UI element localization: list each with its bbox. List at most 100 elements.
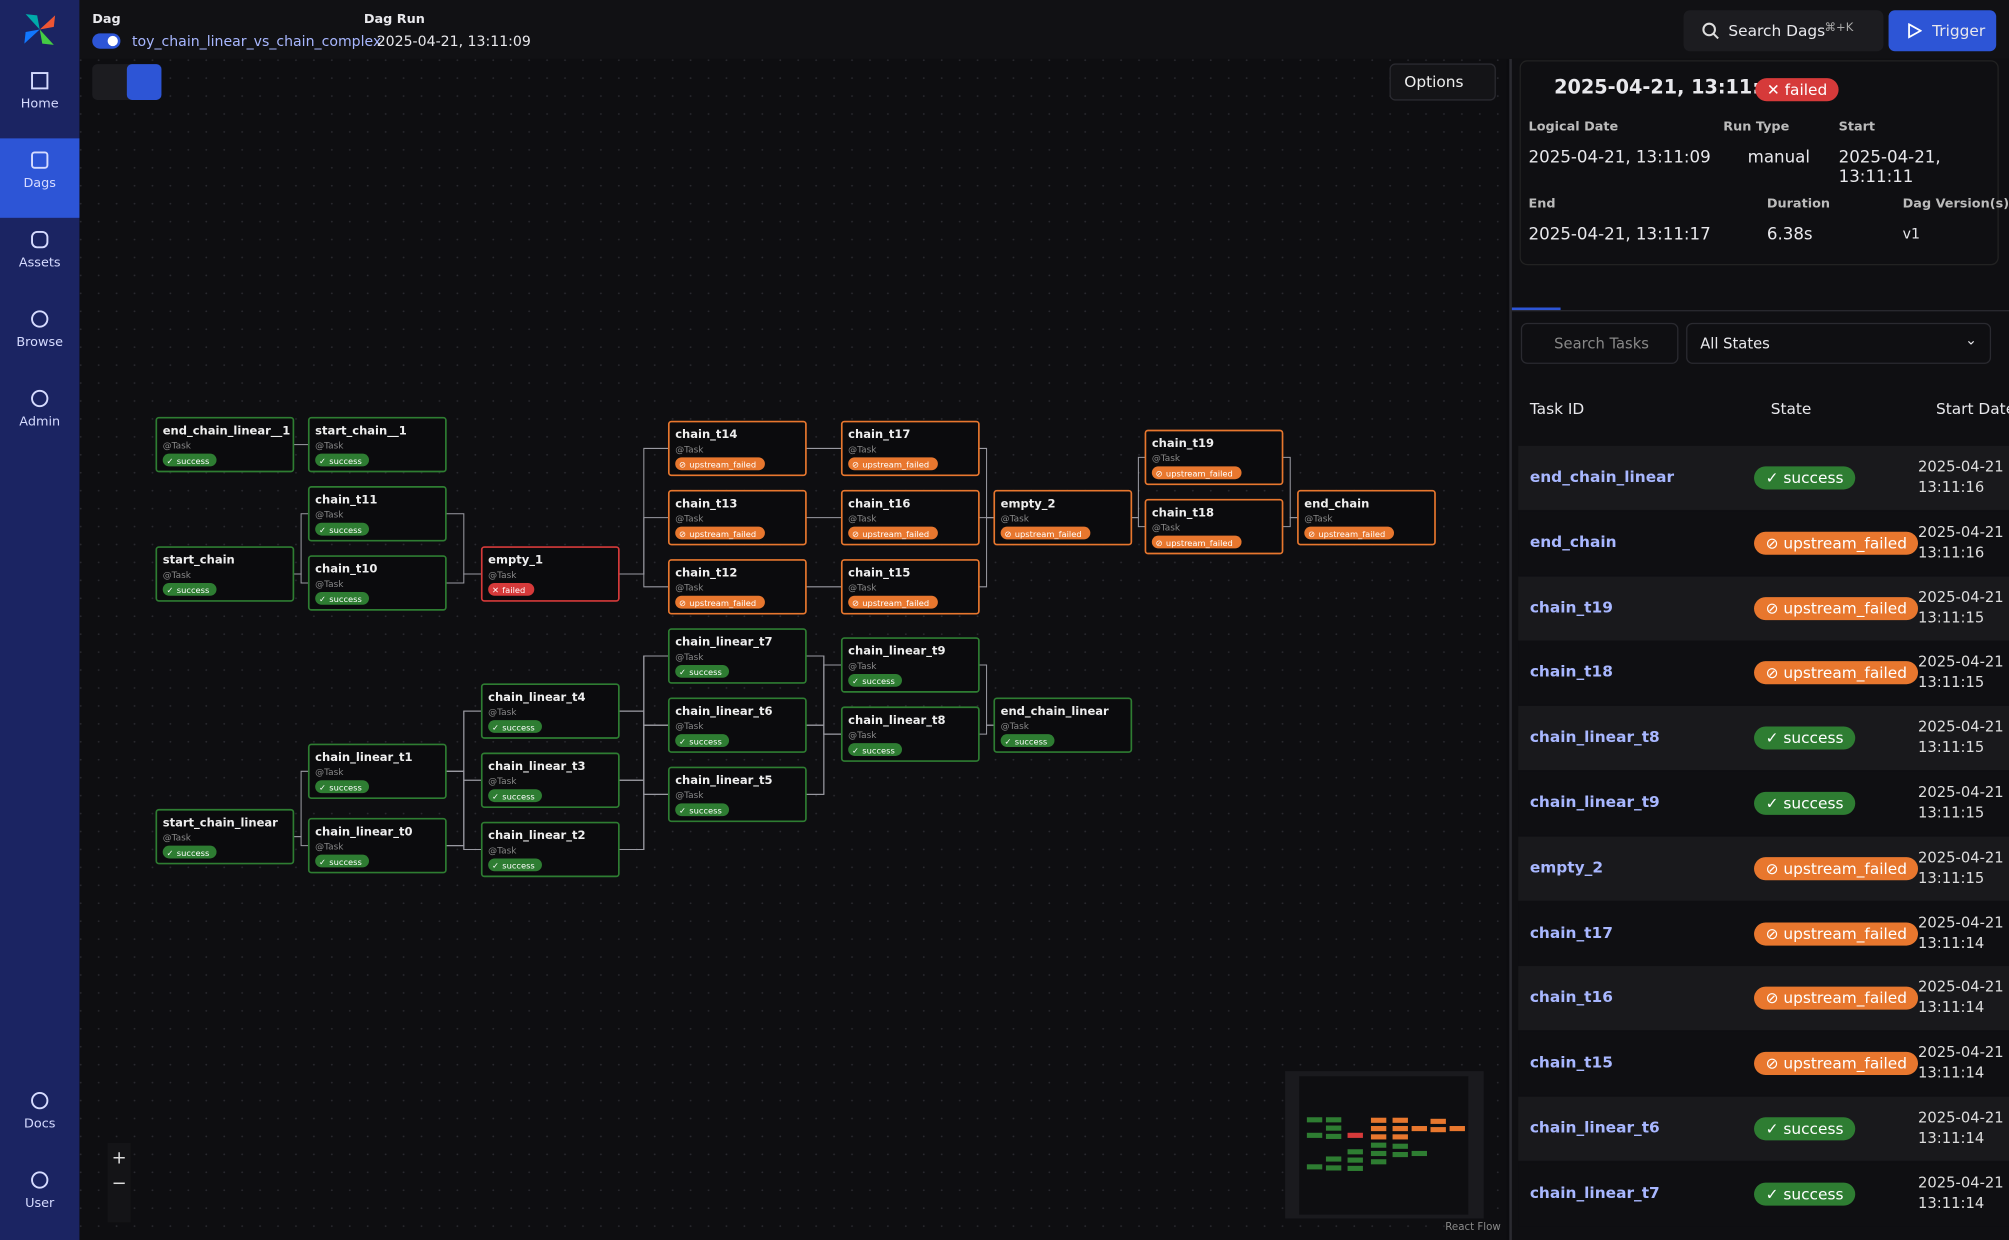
- task-id[interactable]: empty_2: [1529, 858, 1604, 877]
- node-operator: @Task: [1304, 514, 1333, 524]
- minimap-node: [1370, 1126, 1387, 1132]
- task-node[interactable]: start_chain @Task ✓ success: [155, 546, 295, 602]
- toggle[interactable]: [92, 33, 121, 49]
- task-node[interactable]: empty_2 @Task ⊘ upstream_failed: [993, 489, 1133, 546]
- task-node[interactable]: chain_linear_t6 @Task ✓ success: [667, 697, 807, 753]
- task-node[interactable]: end_chain @Task ⊘ upstream_failed: [1297, 489, 1436, 546]
- state-filter[interactable]: All States ⌄: [1686, 322, 1992, 364]
- zoom-in[interactable]: +: [112, 1147, 127, 1168]
- dag-link[interactable]: toy_chain_linear_vs_chain_complex: [131, 33, 382, 50]
- task-node[interactable]: chain_linear_t9 @Task ✓ success: [840, 637, 980, 693]
- node-state-icon: ✓: [1005, 736, 1012, 746]
- task-node[interactable]: end_chain_linear__1 @Task ✓ success: [155, 416, 295, 473]
- task-node[interactable]: chain_t11 @Task ✓ success: [307, 486, 447, 542]
- task-node[interactable]: chain_linear_t5 @Task ✓ success: [667, 766, 807, 823]
- nav-item[interactable]: Admin: [0, 377, 79, 456]
- nav-item[interactable]: User: [0, 1158, 79, 1237]
- task-row[interactable]: end_chain_linear success 2025-04-21 13:11:…: [1518, 445, 2009, 510]
- task-node[interactable]: chain_linear_t7 @Task ✓ success: [667, 628, 807, 684]
- nav-label: Docs: [24, 1117, 56, 1132]
- task-id[interactable]: chain_t18: [1529, 662, 1613, 681]
- task-row[interactable]: chain_linear_t8 success 2025-04-21 13:11:1…: [1518, 706, 2009, 771]
- task-node[interactable]: chain_linear_t0 @Task ✓ success: [307, 817, 447, 874]
- nav-label: Assets: [18, 256, 61, 271]
- task-node[interactable]: chain_t15 @Task ⊘ upstream_failed: [840, 559, 980, 615]
- task-id[interactable]: chain_t16: [1529, 988, 1613, 1007]
- task-id[interactable]: chain_t19: [1529, 597, 1613, 616]
- task-node[interactable]: chain_t19 @Task ⊘ upstream_failed: [1144, 429, 1284, 486]
- task-node[interactable]: chain_linear_t8 @Task ✓ success: [840, 706, 980, 762]
- task-id[interactable]: chain_t15: [1529, 1053, 1613, 1072]
- task-state-badge: upstream_failed: [1754, 921, 1919, 946]
- task-search[interactable]: Search Tasks: [1520, 322, 1679, 364]
- node-state-icon: ✓: [492, 861, 499, 871]
- task-state: success: [1754, 1115, 1856, 1141]
- options-button[interactable]: [1389, 63, 1496, 101]
- task-node[interactable]: chain_t16 @Task ⊘ upstream_failed: [840, 489, 980, 546]
- zoom-controls[interactable]: [107, 1142, 131, 1223]
- task-node[interactable]: chain_linear_t4 @Task ✓ success: [480, 683, 620, 739]
- task-id[interactable]: chain_linear_t7: [1529, 1183, 1660, 1202]
- task-node[interactable]: start_chain_linear @Task ✓ success: [155, 808, 295, 865]
- node-label: chain_linear_t9: [848, 644, 945, 659]
- node-state: success: [502, 722, 535, 732]
- nav-item[interactable]: Home: [0, 59, 79, 138]
- task-node[interactable]: chain_linear_t2 @Task ✓ success: [480, 821, 620, 878]
- node-label: chain_t19: [1152, 436, 1214, 451]
- minimap-node: [1392, 1134, 1408, 1140]
- node-operator: @Task: [163, 571, 192, 581]
- node-state-badge: [675, 803, 730, 817]
- node-state-icon: ⊘: [1156, 469, 1163, 479]
- task-node[interactable]: chain_t13 @Task ⊘ upstream_failed: [667, 489, 807, 546]
- search-text: Search Dags: [1728, 21, 1826, 40]
- task-start: 2025-04-21 13:11:14: [1918, 978, 2004, 1017]
- node-state-icon: ⊘: [852, 460, 859, 470]
- zoom-out[interactable]: −: [112, 1173, 127, 1194]
- task-node[interactable]: chain_t10 @Task ✓ success: [307, 555, 447, 611]
- task-node[interactable]: chain_t17 @Task ⊘ upstream_failed: [840, 420, 980, 477]
- task-node[interactable]: empty_1 @Task ✕ failed: [480, 546, 620, 602]
- nav-item[interactable]: Docs: [0, 1079, 79, 1158]
- task-id[interactable]: chain_t17: [1529, 923, 1613, 942]
- node-label: start_chain__1: [315, 423, 407, 438]
- graph-canvas[interactable]: Options React Flow + − end_chain_linear_…: [79, 58, 1507, 1240]
- task-node[interactable]: chain_linear_t1 @Task ✓ success: [307, 743, 447, 800]
- node-label: chain_linear_t5: [675, 773, 772, 788]
- node-operator: @Task: [848, 731, 877, 741]
- task-node[interactable]: chain_t12 @Task ⊘ upstream_failed: [667, 559, 807, 615]
- task-row[interactable]: chain_linear_t9 success 2025-04-21 13:11:1…: [1518, 771, 2009, 836]
- task-node[interactable]: end_chain_linear @Task ✓ success: [993, 697, 1133, 753]
- task-node[interactable]: start_chain__1 @Task ✓ success: [307, 416, 447, 473]
- task-row[interactable]: chain_linear_t6 success 2025-04-21 13:11:1…: [1518, 1096, 2009, 1161]
- graph-view[interactable]: [126, 64, 162, 100]
- edge: [293, 836, 309, 847]
- nav-item[interactable]: Dags: [0, 138, 80, 218]
- task-id[interactable]: chain_linear_t6: [1529, 1118, 1660, 1137]
- task-row[interactable]: chain_linear_t7 success 2025-04-21 13:11:1…: [1518, 1161, 2009, 1226]
- node-state-badge: [1000, 526, 1091, 540]
- search-dags[interactable]: Search Dags ⌘+K: [1683, 10, 1884, 52]
- nav-item[interactable]: Assets: [0, 218, 79, 297]
- node-state: success: [329, 783, 362, 793]
- task-state: upstream_failed: [1754, 919, 1919, 946]
- task-state: upstream_failed: [1754, 1050, 1919, 1076]
- task-id[interactable]: end_chain_linear: [1529, 467, 1675, 486]
- task-id[interactable]: chain_linear_t8: [1529, 727, 1660, 746]
- task-id[interactable]: chain_linear_t9: [1529, 793, 1660, 812]
- trigger-button[interactable]: Trigger: [1888, 10, 1997, 52]
- task-node[interactable]: chain_t18 @Task ⊘ upstream_failed: [1144, 498, 1284, 555]
- task-node[interactable]: chain_linear_t3 @Task ✓ success: [480, 752, 620, 809]
- node-label: chain_linear_t1: [315, 750, 412, 765]
- edge: [1131, 517, 1146, 528]
- node-state-badge: [1000, 734, 1055, 747]
- nav-item[interactable]: Browse: [0, 297, 79, 376]
- task-id[interactable]: end_chain: [1529, 532, 1617, 551]
- task-node[interactable]: chain_t14 @Task ⊘ upstream_failed: [667, 420, 807, 477]
